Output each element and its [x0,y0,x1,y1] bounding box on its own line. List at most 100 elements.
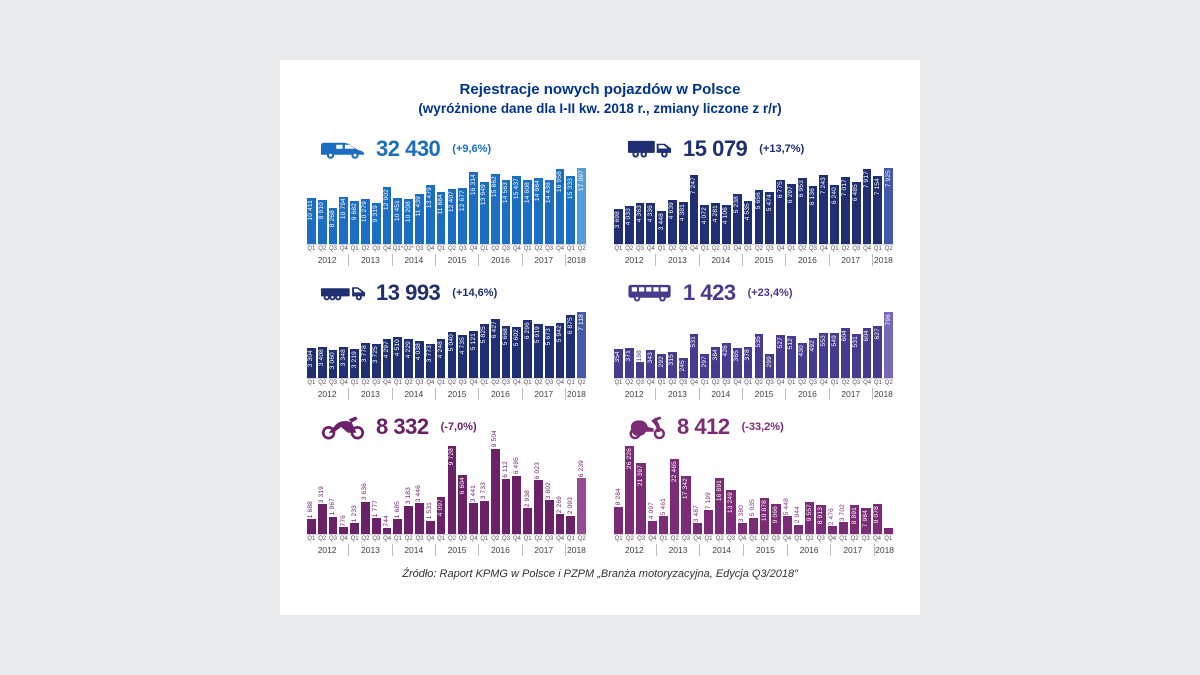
axis-tick: Q2 [404,380,413,387]
bar [647,520,657,535]
year-label: 2014 [391,388,435,401]
axis-tick: Q1 [700,380,709,387]
axis-tick: Q2 [491,380,500,387]
bar-slot: 12 902 [382,168,393,245]
bar-value-label: 3 802 [545,481,553,500]
bar [689,334,699,379]
bar-value-label: 3 778 [361,345,369,363]
bar-value-label: 384 [711,348,719,361]
bar-slot: 7 984 [860,446,871,535]
bar [873,175,883,245]
axis-tick: Q4 [383,380,392,387]
axis-tick: Q2 [711,380,720,387]
bar [544,500,554,535]
bar-value-label: 6 023 [534,461,542,479]
axis-tick: Q4 [819,246,828,253]
bar-value-label: 4 038 [415,343,423,361]
bar-slot: 17 097 [576,168,587,245]
axis-tick: Q2 [754,380,763,387]
bar-value-label: 3 702 [839,503,847,522]
axis-tick: Q1 [873,380,882,387]
bar [703,510,714,535]
bar-slot: 6 485 [851,168,862,245]
bar [307,519,316,535]
bar-value-label: 5 673 [545,327,553,346]
bar-slot: 3 702 [838,446,849,535]
bar-slot: 4 510 [392,312,403,379]
year-label: 2016 [478,388,521,401]
axis-tick: Q3 [415,246,424,253]
bar [512,326,522,379]
axis-tick: Q2 [625,246,634,253]
bar [614,209,623,245]
bar-slot: 776 [338,446,349,535]
bar-slot: 343 [645,312,656,379]
bar [797,342,807,379]
bar [436,497,446,535]
bar [808,337,818,379]
bar-value-label: 5 919 [534,325,542,343]
bar-slot: 8 891 [849,446,860,535]
bar [404,199,414,245]
bar [523,507,532,535]
bar [715,477,725,535]
year-label: 2014 [698,388,742,401]
bar [447,331,457,379]
bar-slot: 7 199 [703,446,714,535]
axis-tick: Q4 [733,380,742,387]
axis-tick: Q3 [679,246,688,253]
bar-value-label: 3 183 [404,487,412,505]
bar-slot: 14 439 [544,168,555,245]
bar [371,343,381,379]
bar [425,184,435,245]
bar-slot: 299 [764,312,775,379]
bar-value-label: 604 [862,330,870,342]
bar-value-label: 5 040 [447,333,455,352]
bar-slot: 7 243 [818,168,829,245]
axis-tick: Q4 [426,536,435,543]
bar-value-label: 7 917 [862,170,870,188]
bar [743,347,753,379]
bar-value-label: 4 297 [383,340,391,358]
bar-value-label: 3 698 [614,211,622,229]
bar-slot: 4 535 [743,168,754,245]
axis-tick: Q4 [693,536,702,543]
trailers-x-axis: Q1 Q2 Q3 Q4 Q1 Q2 Q3 Q4 Q1 Q2 Q3 Q4 Q1 Q2 Q3 Q4 Q1 Q2 Q3 Q4… [306,378,587,388]
bar [339,347,349,379]
axis-tick: Q2 [760,536,769,543]
bar-value-label: 4 281 [711,205,719,223]
bar [646,202,656,245]
bar [805,502,815,535]
bar-slot: 9 910 [317,168,328,245]
bar-slot: 5 448 [782,446,793,535]
chart-trucks-header: 15 079 (+13,7%) [627,134,894,164]
bar-value-label: 553 [819,334,827,347]
bar-value-label: 3 060 [329,352,336,370]
trucks-total: 15 079 [683,136,748,162]
bar-value-label: 3 348 [339,349,347,367]
axis-tick: Q1 [566,380,575,387]
year-label: 2013 [348,544,391,557]
axis-tick: Q1 [614,536,623,543]
bar-value-label: 5 121 [469,332,477,351]
bar-value-label: 198 [636,349,643,362]
bar [635,362,645,379]
bar [328,350,338,379]
trailers-total: 13 993 [376,280,441,306]
bar-slot: 3 773 [425,312,436,379]
bar-value-label: 527 [776,336,784,349]
bar-value-label: 3 219 [350,350,358,368]
bar-value-label: 1 233 [350,505,358,523]
bar-slot: 5 035 [748,446,759,535]
axis-tick: Q2 [491,246,500,253]
axis-tick: Q2 [447,246,456,253]
bar [830,184,839,245]
bar [786,184,796,245]
bar-slot: 3 441 [468,446,479,535]
bar-slot: 7 917 [862,168,873,245]
bar-slot: 3 408 [317,312,328,379]
bar [544,180,554,245]
axis-tick: Q3 [329,380,338,387]
bar-value-label: 6 136 [808,187,816,205]
bar-value-label: 14 439 [545,182,553,204]
